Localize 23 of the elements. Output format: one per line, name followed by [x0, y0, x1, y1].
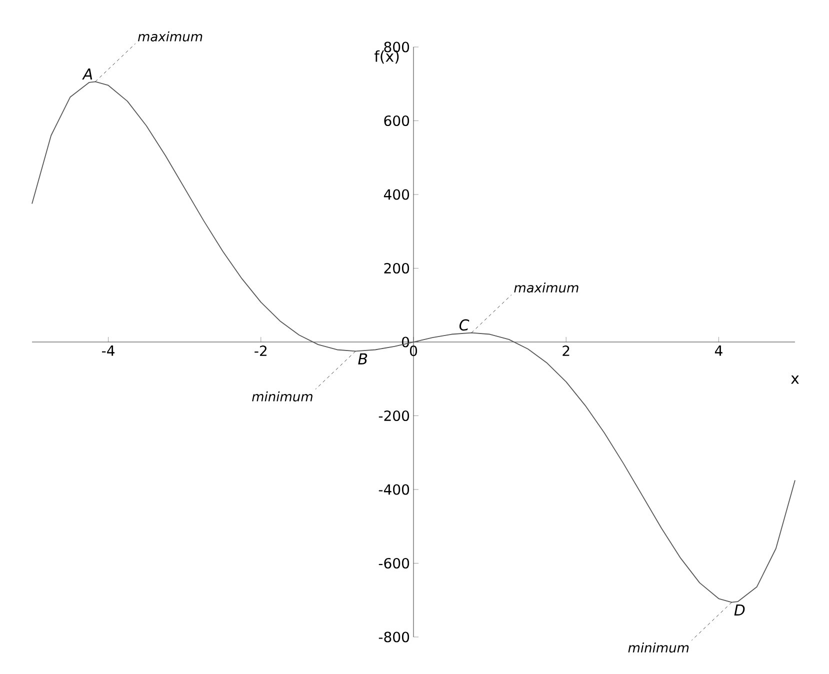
- y-tick-label: 600: [384, 115, 410, 126]
- annotation: A: [82, 68, 92, 80]
- x-tick-label: 2: [562, 346, 570, 356]
- annotation: minimum: [628, 642, 689, 653]
- annotation: minimum: [252, 391, 312, 402]
- x-tick-label: -4: [102, 346, 114, 356]
- annotation: maximum: [138, 31, 202, 42]
- x-tick-label: -2: [254, 346, 266, 356]
- y-axis-title: f(x): [374, 50, 399, 64]
- x-axis-title: x: [791, 376, 799, 384]
- y-tick-label: 200: [384, 262, 410, 274]
- y-tick-label: 400: [384, 189, 410, 200]
- y-tick-label: -600: [378, 558, 410, 569]
- annotation: maximum: [514, 282, 578, 293]
- y-tick-label: 800: [384, 42, 410, 52]
- annotation: C: [459, 319, 470, 331]
- x-tick-label: 0: [410, 346, 418, 356]
- y-tick-label: -200: [378, 410, 410, 422]
- x-tick-label: 4: [714, 346, 722, 356]
- annotation: B: [358, 353, 368, 364]
- y-tick-label: -800: [378, 632, 410, 642]
- y-tick-label: -400: [378, 484, 410, 495]
- annotation: D: [734, 604, 745, 616]
